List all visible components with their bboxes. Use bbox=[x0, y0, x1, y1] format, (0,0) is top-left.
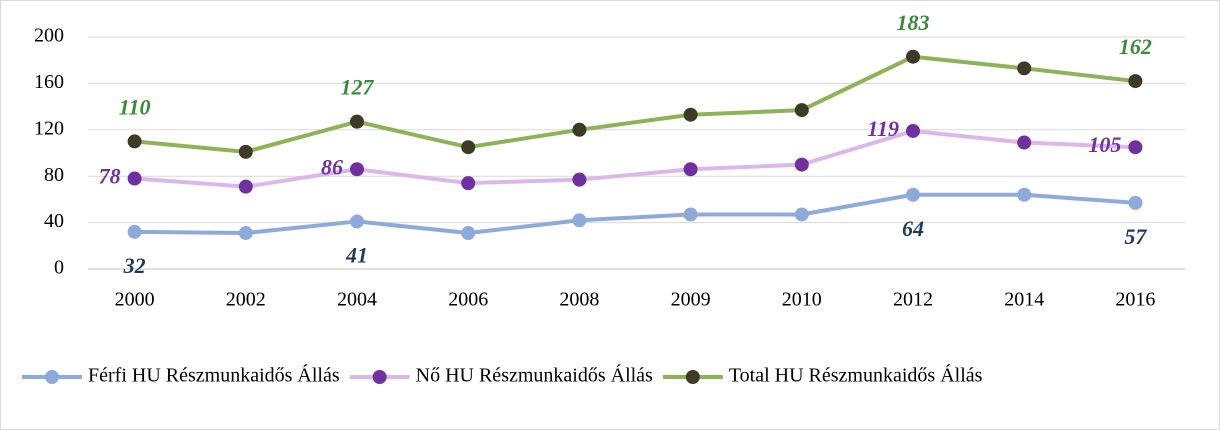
data-label: 110 bbox=[119, 94, 151, 119]
data-label: 32 bbox=[123, 253, 146, 278]
point bbox=[238, 144, 253, 159]
point bbox=[1017, 135, 1032, 150]
point bbox=[794, 207, 809, 222]
y-tick-label: 40 bbox=[44, 210, 64, 232]
legend-marker bbox=[685, 370, 700, 384]
point bbox=[572, 213, 587, 228]
series-line bbox=[134, 192, 1136, 236]
data-label: 183 bbox=[897, 10, 930, 35]
point bbox=[127, 171, 142, 186]
point bbox=[683, 207, 698, 222]
x-tick-label: 2002 bbox=[226, 289, 266, 311]
point bbox=[350, 162, 364, 177]
x-tick-label: 2009 bbox=[671, 289, 711, 311]
point bbox=[461, 226, 476, 241]
legend-marker bbox=[45, 370, 59, 384]
point bbox=[906, 49, 920, 64]
data-label: 119 bbox=[867, 116, 899, 141]
point bbox=[1128, 140, 1143, 155]
data-label: 41 bbox=[345, 242, 368, 267]
point bbox=[794, 157, 809, 172]
point bbox=[461, 176, 476, 191]
x-tick-label: 2000 bbox=[115, 289, 155, 311]
series-line bbox=[134, 54, 1136, 154]
legend-marker bbox=[372, 370, 387, 384]
legend-label: Total HU Részmunkaidős Állás bbox=[729, 364, 983, 387]
point bbox=[1017, 61, 1032, 76]
data-label: 64 bbox=[902, 216, 924, 241]
x-tick-label: 2014 bbox=[1004, 289, 1044, 311]
x-tick-label: 2008 bbox=[559, 289, 599, 311]
data-label: 105 bbox=[1088, 132, 1121, 157]
y-tick-label: 120 bbox=[34, 117, 64, 139]
point bbox=[1128, 74, 1143, 89]
y-tick-label: 160 bbox=[34, 71, 64, 93]
y-tick-label: 80 bbox=[44, 164, 64, 186]
data-label: 78 bbox=[99, 164, 121, 189]
y-tick-label: 200 bbox=[34, 25, 64, 47]
point bbox=[683, 162, 698, 177]
data-label: 86 bbox=[321, 154, 343, 179]
point bbox=[238, 179, 253, 194]
data-label: 162 bbox=[1119, 34, 1152, 59]
point bbox=[238, 226, 253, 241]
point bbox=[461, 140, 476, 155]
legend-label: Nő HU Részmunkaidős Állás bbox=[416, 364, 653, 387]
point bbox=[127, 224, 142, 239]
x-tick-label: 2010 bbox=[782, 289, 822, 311]
x-tick-label: 2012 bbox=[893, 289, 933, 311]
point bbox=[127, 134, 142, 149]
point bbox=[350, 114, 364, 129]
data-label: 57 bbox=[1124, 224, 1147, 249]
point bbox=[1128, 195, 1143, 210]
point bbox=[1017, 187, 1032, 202]
series-line bbox=[134, 128, 1136, 189]
point bbox=[572, 122, 587, 137]
point bbox=[906, 123, 920, 138]
point bbox=[794, 103, 809, 118]
point bbox=[350, 214, 364, 229]
x-tick-label: 2016 bbox=[1115, 289, 1155, 311]
point bbox=[572, 172, 587, 187]
data-label: 127 bbox=[341, 75, 375, 100]
legend-label: Férfi HU Részmunkaidős Állás bbox=[88, 364, 340, 387]
x-tick-label: 2006 bbox=[448, 289, 488, 311]
point bbox=[906, 187, 920, 202]
y-tick-label: 0 bbox=[54, 257, 64, 279]
point bbox=[683, 107, 698, 122]
x-tick-label: 2004 bbox=[337, 289, 377, 311]
